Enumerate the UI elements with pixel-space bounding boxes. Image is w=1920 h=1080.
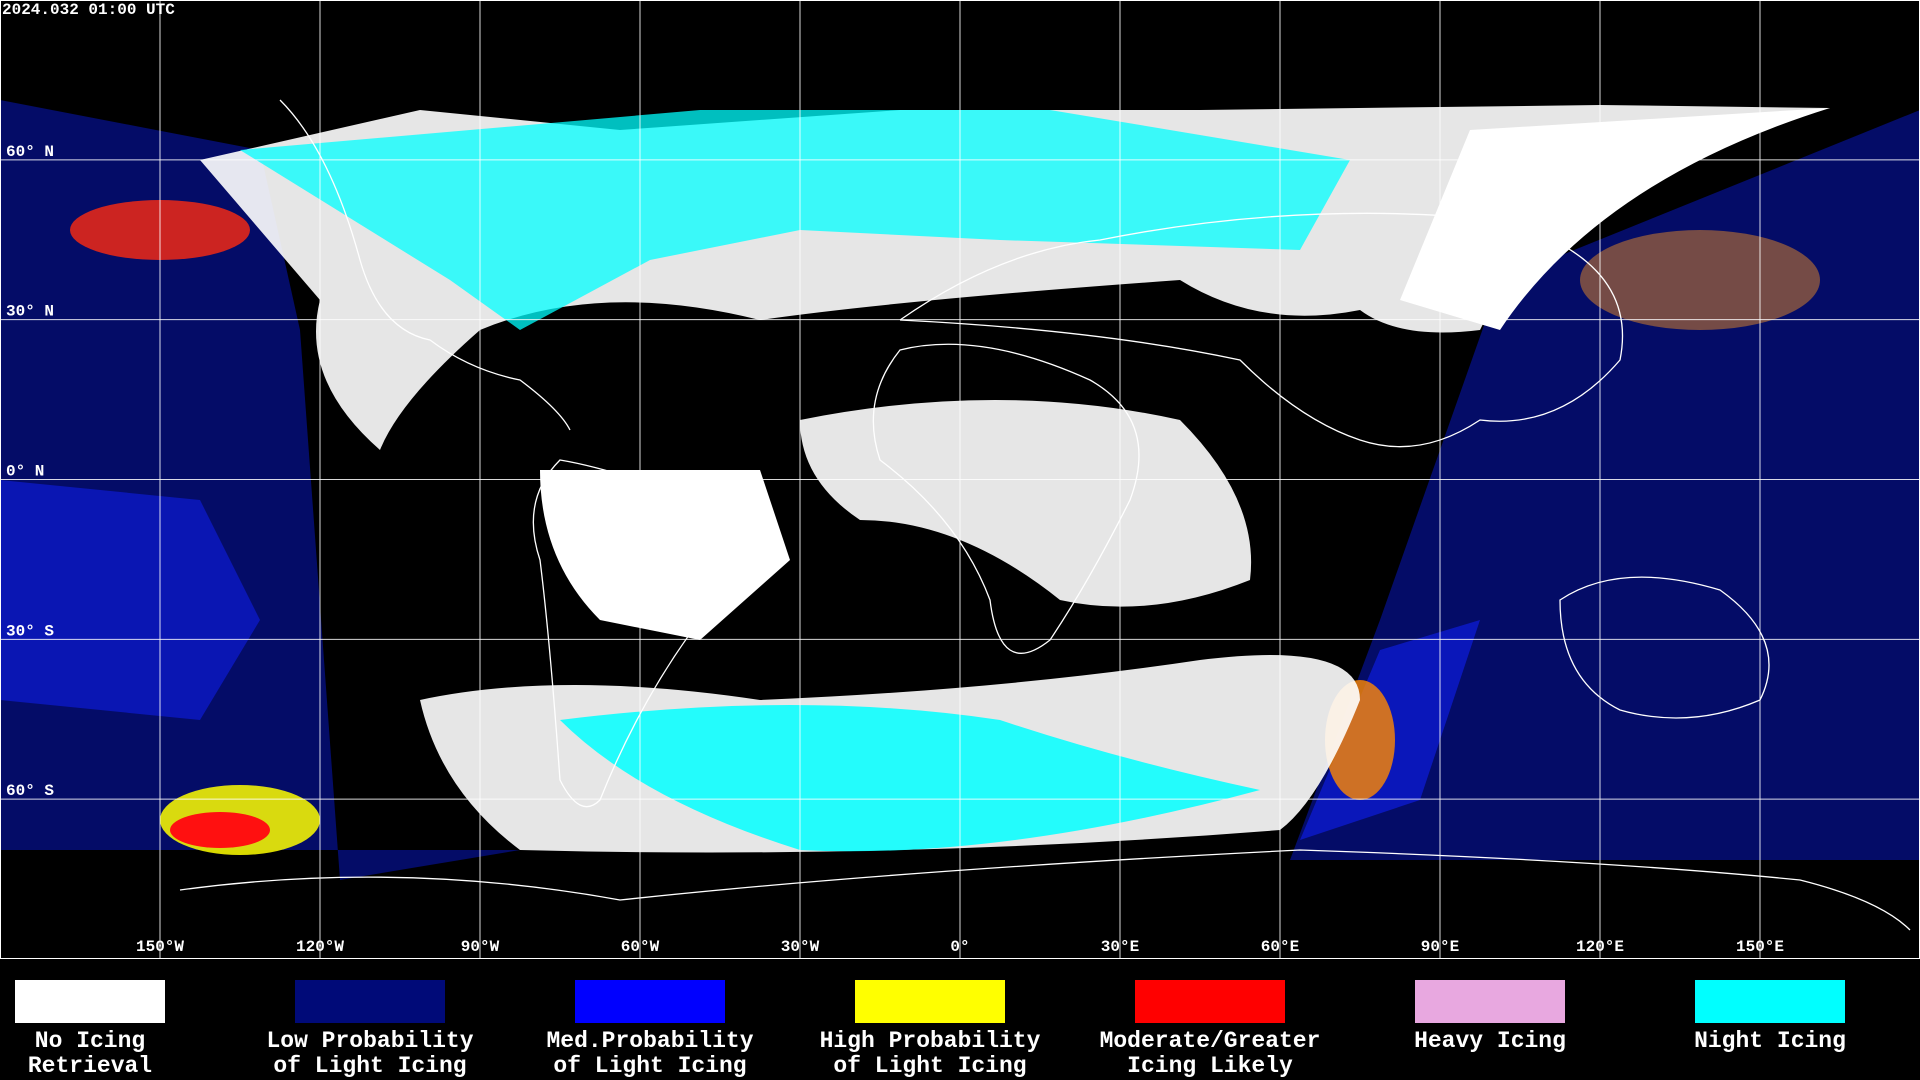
orange-patch [1580, 230, 1820, 330]
coast-north-america [279, 99, 571, 431]
longitude-label: 30°W [781, 938, 820, 956]
night-icing-north [240, 110, 1350, 330]
cloud-northeast [1400, 108, 1830, 330]
longitude-label: 90°E [1421, 938, 1459, 956]
latitude-label: 60° N [6, 143, 54, 161]
graticule: 150°W 120°W 90°W 60°W 30°W 0° 30°E 60°E 90°E 120°… [0, 0, 1920, 959]
longitude-label: 60°E [1261, 938, 1299, 956]
legend-swatch [1695, 980, 1845, 1023]
legend-label: Low Probability [266, 1028, 473, 1054]
legend-label: Icing Likely [1127, 1053, 1293, 1079]
legend-label: of Light Icing [553, 1053, 746, 1079]
legend-swatch [855, 980, 1005, 1023]
longitude-label: 150°E [1736, 938, 1784, 956]
legend-swatch [15, 980, 165, 1023]
cloud-south-america [540, 470, 790, 640]
legend-label: High Probability [820, 1028, 1041, 1054]
legend-label: Night Icing [1694, 1028, 1846, 1054]
coast-africa [872, 343, 1140, 654]
legend-label: of Light Icing [833, 1053, 1026, 1079]
longitude-label: 30°E [1101, 938, 1139, 956]
red-patch [170, 812, 270, 848]
coastlines [179, 99, 1911, 931]
coast-antarctica [179, 849, 1911, 931]
coast-south-america [532, 459, 737, 808]
legend-swatch [575, 980, 725, 1023]
latitude-label: 0° N [6, 463, 44, 481]
longitude-label: 120°W [296, 938, 344, 956]
longitude-label: 150°W [136, 938, 184, 956]
longitude-label: 120°E [1576, 938, 1624, 956]
legend-label: Heavy Icing [1414, 1028, 1566, 1054]
night-icing-south [560, 705, 1260, 852]
legend-label: Moderate/Greater [1100, 1028, 1321, 1054]
timestamp: 2024.032 01:00 UTC [2, 1, 175, 19]
blue-patch [0, 480, 260, 720]
coast-eurasia [899, 212, 1624, 448]
legend-label: Retrieval [28, 1053, 152, 1079]
legend-swatch [1415, 980, 1565, 1023]
latitude-label: 30° S [6, 622, 54, 640]
imagery [0, 99, 1920, 931]
latitude-label: 30° N [6, 303, 54, 321]
longitude-label: 0° [950, 938, 969, 956]
legend-label: No Icing [35, 1028, 145, 1054]
longitude-label: 60°W [621, 938, 660, 956]
longitude-label: 90°W [461, 938, 500, 956]
legend-label: Med.Probability [546, 1028, 753, 1054]
legend-label: of Light Icing [273, 1053, 466, 1079]
legend-swatch [295, 980, 445, 1023]
latitude-label: 60° S [6, 782, 54, 800]
legend-swatch [1135, 980, 1285, 1023]
